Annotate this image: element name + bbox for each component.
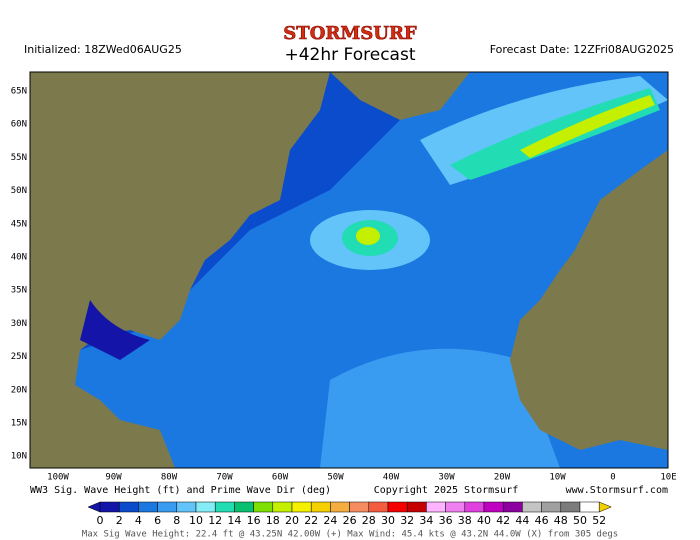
- jet-core: [520, 95, 655, 158]
- legend-arrow-right: [598, 501, 612, 513]
- legend-tick: 32: [400, 514, 414, 527]
- legend-tick: 2: [116, 514, 123, 527]
- title: +42hr Forecast: [285, 45, 416, 65]
- footer: Max Sig Wave Height: 22.4 ft @ 43.25N 42…: [82, 530, 618, 540]
- lat-label: 45N: [11, 219, 27, 229]
- europe-africa: [510, 150, 668, 450]
- legend-tick: 46: [535, 514, 549, 527]
- legend-swatch: [349, 501, 370, 513]
- legend-swatch: [522, 501, 542, 513]
- lat-label: 35N: [11, 286, 27, 296]
- lat-label: 15N: [11, 419, 27, 429]
- initialized: Initialized: 18ZWed06AUG25: [24, 43, 182, 56]
- legend-arrow-left: [87, 501, 101, 513]
- legend-tick: 48: [554, 514, 568, 527]
- legend-tick: 16: [247, 514, 261, 527]
- legend-swatch: [176, 501, 197, 513]
- logo: STORMSURF: [283, 23, 417, 44]
- legend-swatch: [195, 501, 216, 513]
- swell-zone: [320, 348, 560, 468]
- legend-tick: 6: [154, 514, 161, 527]
- legend-swatch: [214, 501, 235, 513]
- lat-label: 30N: [11, 319, 27, 329]
- legend-tick: 4: [135, 514, 142, 527]
- legend-tick: 8: [173, 514, 180, 527]
- caption-middle: Copyright 2025 Stormsurf: [374, 485, 519, 496]
- legend-swatch: [560, 501, 581, 513]
- legend-swatch: [541, 501, 562, 513]
- legend-swatch: [291, 501, 312, 513]
- forecast-date: Forecast Date: 12ZFri08AUG2025: [490, 43, 674, 56]
- lon-label: 100W: [47, 473, 69, 483]
- lon-label: 30W: [438, 473, 455, 483]
- lon-label: 10E: [660, 473, 676, 483]
- legend-swatch: [406, 501, 427, 513]
- legend-swatch: [464, 501, 485, 513]
- legend-swatch: [330, 501, 350, 513]
- legend-swatch: [579, 501, 600, 513]
- greenland: [330, 72, 470, 120]
- legend-tick: 38: [458, 514, 472, 527]
- legend-tick: 18: [266, 514, 280, 527]
- legend-tick: 24: [323, 514, 337, 527]
- lat-label: 40N: [11, 253, 27, 263]
- legend-swatch: [118, 501, 139, 513]
- lat-label: 65N: [11, 87, 27, 97]
- lon-label: 0: [610, 473, 615, 483]
- lat-label: 20N: [11, 385, 27, 395]
- legend-swatch: [138, 501, 158, 513]
- legend-tick: 26: [343, 514, 357, 527]
- legend-tick: 34: [419, 514, 433, 527]
- gulf: [80, 300, 150, 360]
- north-america: [30, 72, 330, 468]
- legend-swatch: [502, 501, 523, 513]
- legend-swatch: [445, 501, 466, 513]
- lon-label: 60W: [272, 473, 289, 483]
- caption-right: www.Stormsurf.com: [566, 485, 668, 496]
- legend-swatch: [483, 501, 504, 513]
- map: [29, 71, 669, 469]
- legend-swatch: [157, 501, 178, 513]
- legend-tick: 52: [592, 514, 606, 527]
- legend-tick: 30: [381, 514, 395, 527]
- lon-label: 50W: [327, 473, 344, 483]
- lat-label: 50N: [11, 186, 27, 196]
- legend-tick: 40: [477, 514, 491, 527]
- legend-tick: 20: [285, 514, 299, 527]
- legend-tick: 44: [515, 514, 529, 527]
- legend-swatch: [272, 501, 293, 513]
- legend-swatch: [387, 501, 408, 513]
- storm-core: [356, 227, 380, 245]
- legend-tick: 42: [496, 514, 510, 527]
- lat-label: 25N: [11, 352, 27, 362]
- map-frame: [29, 71, 669, 469]
- legend-tick: 22: [304, 514, 318, 527]
- legend-tick: 28: [362, 514, 376, 527]
- legend-tick: 12: [208, 514, 222, 527]
- lon-label: 80W: [161, 473, 178, 483]
- lat-label: 55N: [11, 153, 27, 163]
- caption-left: WW3 Sig. Wave Height (ft) and Prime Wave…: [30, 485, 331, 496]
- legend-swatch: [368, 501, 389, 513]
- lon-label: 90W: [105, 473, 122, 483]
- lon-label: 20W: [494, 473, 511, 483]
- lat-label: 10N: [11, 452, 27, 462]
- legend-tick: 14: [227, 514, 241, 527]
- legend-swatch: [426, 501, 446, 513]
- legend-tick: 10: [189, 514, 203, 527]
- legend-swatch: [310, 501, 331, 513]
- lon-label: 40W: [383, 473, 400, 483]
- legend-swatch: [234, 501, 254, 513]
- lat-label: 60N: [11, 120, 27, 130]
- legend-tick: 36: [439, 514, 453, 527]
- legend-tick: 50: [573, 514, 587, 527]
- legend-tick: 0: [97, 514, 104, 527]
- legend-swatch: [253, 501, 274, 513]
- lon-label: 70W: [216, 473, 233, 483]
- legend-swatch: [99, 501, 120, 513]
- lon-label: 10W: [549, 473, 566, 483]
